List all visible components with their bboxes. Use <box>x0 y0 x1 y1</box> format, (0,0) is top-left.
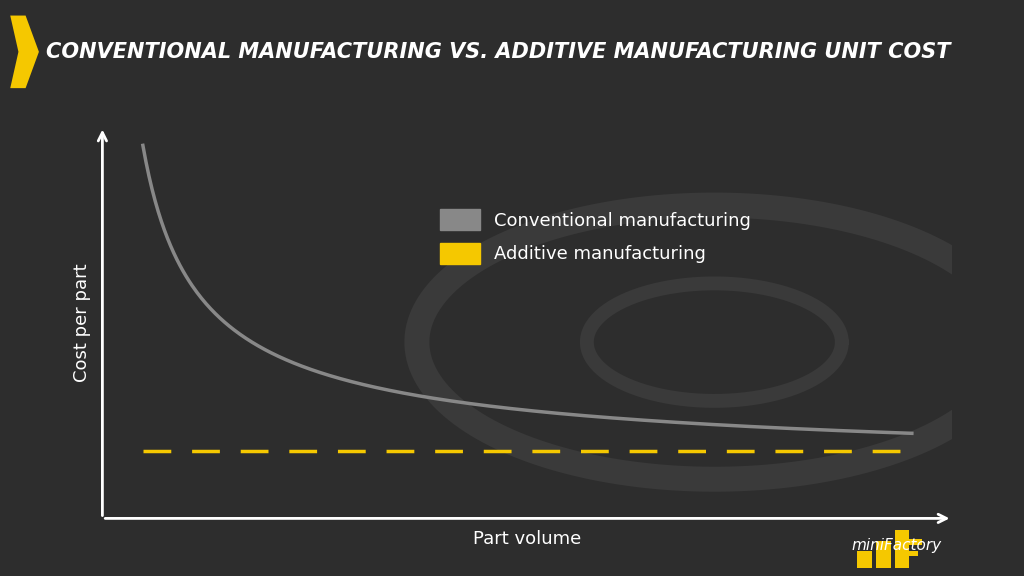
Bar <box>895 530 909 568</box>
Text: miniFactory: miniFactory <box>852 538 942 553</box>
Y-axis label: Cost per part: Cost per part <box>74 263 91 382</box>
Polygon shape <box>10 16 39 88</box>
Bar <box>903 530 909 568</box>
Legend: Conventional manufacturing, Additive manufacturing: Conventional manufacturing, Additive man… <box>432 202 758 271</box>
Bar <box>857 551 872 568</box>
Bar <box>903 551 919 556</box>
X-axis label: Part volume: Part volume <box>473 529 582 548</box>
Bar <box>876 541 891 568</box>
Text: CONVENTIONAL MANUFACTURING VS. ADDITIVE MANUFACTURING UNIT COST: CONVENTIONAL MANUFACTURING VS. ADDITIVE … <box>46 42 950 62</box>
Bar <box>903 539 923 545</box>
